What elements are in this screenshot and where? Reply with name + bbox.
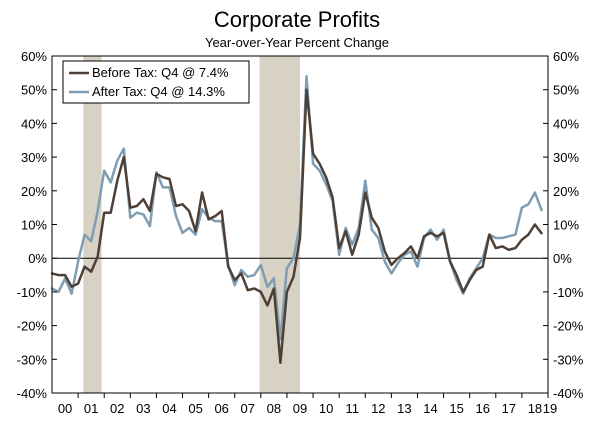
x-tick-label-12: 12 [371, 401, 385, 416]
legend: Before Tax: Q4 @ 7.4% After Tax: Q4 @ 14… [62, 60, 250, 104]
left-y-tick-label-7: -10% [17, 285, 48, 300]
x-tick-label-4: 04 [162, 401, 176, 416]
right-y-tick-label-6: 0% [553, 251, 572, 266]
x-tick-label-14: 14 [423, 401, 437, 416]
x-tick-label-0: 00 [58, 401, 72, 416]
right-y-tick-label-8: -20% [553, 319, 584, 334]
x-tick-label-5: 05 [188, 401, 202, 416]
left-y-tick-label-8: -20% [17, 319, 48, 334]
left-y-tick-label-0: 60% [21, 49, 47, 64]
x-tick-label-8: 08 [267, 401, 281, 416]
left-y-axis: 60% 50% 40% 30% 20% 10% 0% -10% -20% -30% -40% [17, 49, 57, 401]
x-tick-label-18: 18 [528, 401, 542, 416]
recession-bar-0 [83, 56, 102, 393]
x-tick-label-7: 07 [241, 401, 255, 416]
recession-shading-group [83, 56, 300, 393]
left-y-tick-label-9: -30% [17, 352, 48, 367]
right-y-tick-label-2: 40% [553, 116, 579, 131]
x-tick-label-17: 17 [502, 401, 516, 416]
legend-label-after-tax: After Tax: Q4 @ 14.3% [92, 84, 225, 99]
right-y-tick-label-3: 30% [553, 150, 579, 165]
left-y-tick-label-3: 30% [21, 150, 47, 165]
left-y-tick-label-1: 50% [21, 83, 47, 98]
x-tick-label-1: 01 [84, 401, 98, 416]
x-tick-label-13: 13 [397, 401, 411, 416]
right-y-tick-label-7: -10% [553, 285, 584, 300]
right-y-tick-label-10: -40% [553, 386, 584, 401]
x-tick-label-15: 15 [449, 401, 463, 416]
left-y-tick-label-2: 40% [21, 116, 47, 131]
right-y-tick-label-9: -30% [553, 352, 584, 367]
legend-box [62, 60, 250, 104]
chart-title: Corporate Profits [214, 7, 380, 32]
x-tick-label-11: 11 [345, 401, 359, 416]
right-y-tick-label-4: 20% [553, 184, 579, 199]
right-y-tick-label-0: 60% [553, 49, 579, 64]
x-tick-label-3: 03 [136, 401, 150, 416]
left-y-tick-label-6: 0% [28, 251, 47, 266]
x-tick-label-16: 16 [476, 401, 490, 416]
x-tick-label-9: 09 [293, 401, 307, 416]
x-tick-label-10: 10 [319, 401, 333, 416]
x-tick-label-19: 19 [543, 401, 557, 416]
x-tick-label-2: 02 [110, 401, 124, 416]
x-tick-label-6: 06 [214, 401, 228, 416]
right-y-tick-label-1: 50% [553, 83, 579, 98]
left-y-tick-label-5: 10% [21, 218, 47, 233]
chart-subtitle: Year-over-Year Percent Change [205, 35, 389, 50]
x-axis: 00 01 02 03 04 05 06 07 08 09 10 11 12 13 14 15 16 17 18 19 [58, 393, 557, 416]
right-y-axis: 60% 50% 40% 30% 20% 10% 0% -10% -20% -30% -40% [543, 49, 584, 401]
left-y-tick-label-10: -40% [17, 386, 48, 401]
series-lines-group [50, 74, 543, 364]
legend-label-before-tax: Before Tax: Q4 @ 7.4% [92, 65, 229, 80]
right-y-tick-label-5: 10% [553, 218, 579, 233]
series-line-before-tax [50, 88, 543, 364]
left-y-tick-label-4: 20% [21, 184, 47, 199]
